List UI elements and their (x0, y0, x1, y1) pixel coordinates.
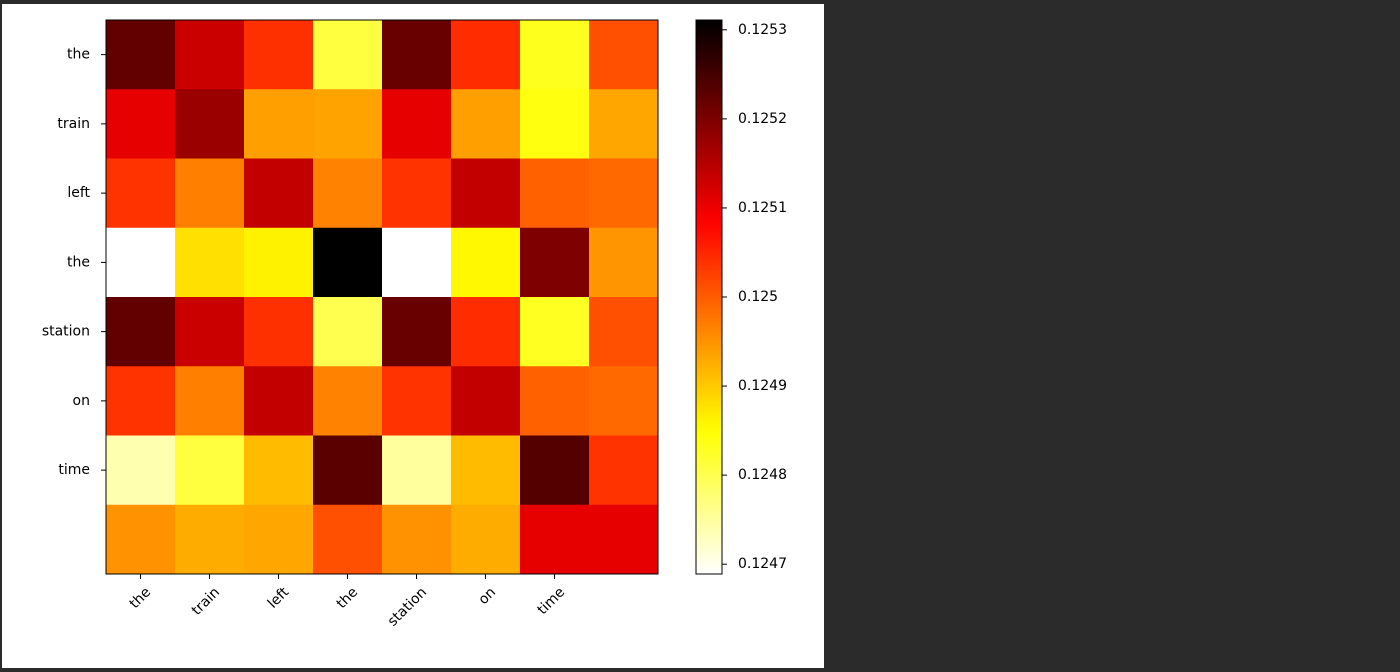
y-tick-label: time (58, 462, 90, 478)
heatmap-cell (589, 366, 659, 436)
colorbar-tick-label: 0.1247 (738, 556, 787, 572)
heatmap-cell (244, 20, 314, 90)
heatmap-cell (451, 297, 521, 367)
heatmap-cell (313, 297, 383, 367)
heatmap-cell (244, 297, 314, 367)
heatmap-cell (313, 89, 383, 159)
heatmap-cell (382, 227, 452, 298)
heatmap-cell (313, 20, 383, 90)
heatmap-cell (589, 20, 659, 90)
heatmap-cell (520, 20, 590, 90)
y-tick-label: train (57, 116, 90, 132)
heatmap-cell (451, 366, 521, 436)
heatmap-cell (451, 435, 521, 506)
colorbar-tick-label: 0.1248 (738, 467, 787, 483)
colorbar-tick-label: 0.125 (738, 289, 778, 305)
heatmap-cell (175, 366, 245, 436)
heatmap-cell (175, 297, 245, 367)
heatmap-cell (106, 158, 176, 229)
heatmap-cell (382, 89, 452, 159)
heatmap-cell (589, 89, 659, 159)
heatmap-cell (451, 504, 521, 575)
heatmap-cell (520, 297, 590, 367)
heatmap-cell (313, 435, 383, 506)
colorbar-tick-label: 0.1253 (738, 22, 787, 38)
heatmap-cell (244, 89, 314, 159)
y-tick-label: on (73, 393, 90, 409)
heatmap-cell (313, 227, 383, 298)
y-tick-label: station (42, 324, 90, 340)
heatmap-cell (175, 504, 245, 575)
heatmap-cell (313, 158, 383, 229)
heatmap-cell (106, 227, 176, 298)
heatmap-cell (451, 227, 521, 298)
y-tick-label: the (67, 47, 90, 63)
heatmap-cell (451, 158, 521, 229)
heatmap-cell (175, 89, 245, 159)
heatmap-cell (520, 89, 590, 159)
heatmap-cell (520, 504, 590, 575)
colorbar-tick-label: 0.1249 (738, 378, 787, 394)
plot-frame (105, 19, 659, 575)
heatmap-cell (589, 435, 659, 506)
heatmap-cell (244, 158, 314, 229)
heatmap-cell (106, 20, 176, 90)
heatmap-cell (382, 158, 452, 229)
heatmap-cell (313, 366, 383, 436)
heatmap-cell (175, 227, 245, 298)
heatmap-cell (589, 227, 659, 298)
heatmap-cell (382, 366, 452, 436)
heatmap-cell (106, 435, 176, 506)
heatmap-cell (382, 20, 452, 90)
heatmap-cell (106, 297, 176, 367)
heatmap-cell (244, 504, 314, 575)
heatmap-cell (175, 158, 245, 229)
colorbar (695, 19, 723, 575)
heatmap-cell (589, 297, 659, 367)
heatmap-cell (589, 158, 659, 229)
heatmap-cell (244, 227, 314, 298)
heatmap-cell (520, 366, 590, 436)
heatmap-cell (106, 504, 176, 575)
colorbar-tick-label: 0.1252 (738, 111, 787, 127)
heatmap-cell (382, 297, 452, 367)
y-tick-label: left (67, 185, 90, 201)
heatmap-cell (520, 227, 590, 298)
heatmap-cell (106, 89, 176, 159)
heatmap-cell (244, 366, 314, 436)
heatmap-cell (175, 435, 245, 506)
heatmap-cell (451, 20, 521, 90)
colorbar-tick-label: 0.1251 (738, 200, 787, 216)
heatmap-cell (382, 435, 452, 506)
heatmap-cell (520, 435, 590, 506)
heatmap-cell (313, 504, 383, 575)
y-tick-label: the (67, 254, 90, 270)
heatmap-cell (106, 366, 176, 436)
heatmap-cell (589, 504, 659, 575)
heatmap-cell (520, 158, 590, 229)
heatmap-cell (175, 20, 245, 90)
heatmap-cell (244, 435, 314, 506)
heatmap-cell (382, 504, 452, 575)
heatmap-cell (451, 89, 521, 159)
